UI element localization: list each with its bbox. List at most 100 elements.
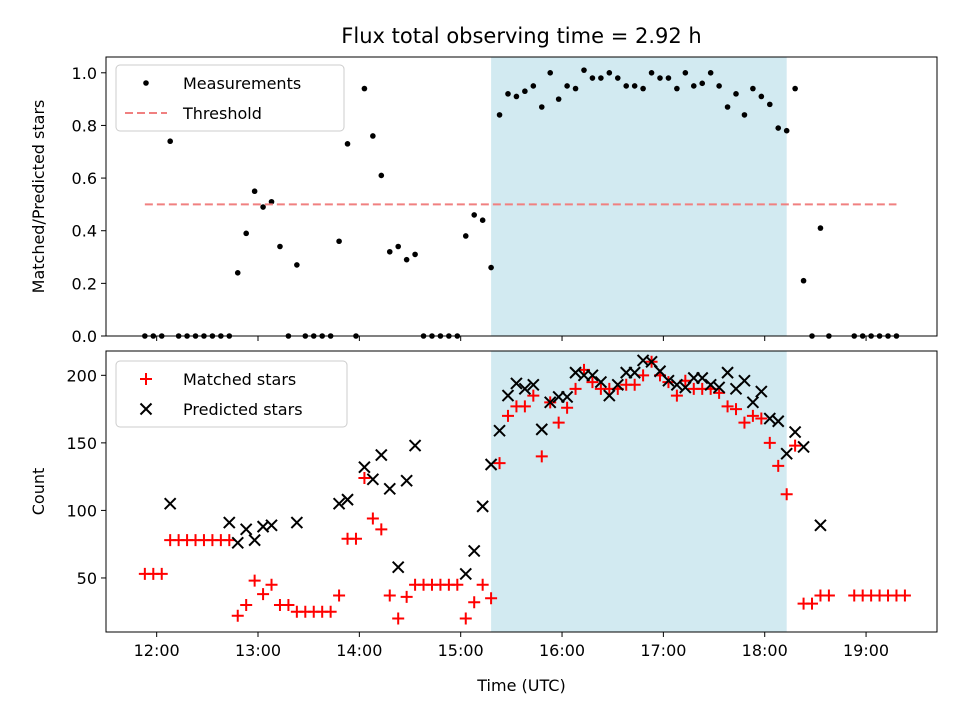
measurement-point <box>682 69 689 76</box>
matched-star-point <box>282 598 295 611</box>
measurement-point <box>758 93 765 100</box>
plot-frame <box>105 56 938 337</box>
matched-star-point <box>780 488 793 501</box>
plot-frame <box>105 350 938 633</box>
legend-label: Measurements <box>183 74 301 93</box>
predicted-star-point <box>163 497 177 510</box>
matched-star-point <box>721 400 734 413</box>
measurement-point <box>234 270 241 276</box>
predicted-star-point <box>358 460 371 474</box>
y-tick-label: 100 <box>66 501 97 520</box>
x-tick-label: 16:00 <box>539 641 585 660</box>
measurement-point <box>707 69 714 76</box>
matched-star-point <box>459 612 472 625</box>
measurement-point <box>589 75 596 81</box>
matched-star-point <box>527 389 540 402</box>
measurement-point <box>344 141 351 147</box>
measurement-point <box>479 217 486 223</box>
measurement-point <box>378 172 385 179</box>
matched-star-point <box>746 409 759 422</box>
measurement-point <box>741 112 748 118</box>
measurement-point <box>522 88 528 95</box>
measurement-point <box>361 85 368 92</box>
predicted-star-point <box>484 458 498 471</box>
measurement-point <box>395 243 402 250</box>
matched-star-point <box>375 523 388 536</box>
x-axis <box>156 336 867 341</box>
matched-star-point <box>476 578 489 591</box>
measurement-point <box>505 91 511 97</box>
legend-frame <box>115 64 345 132</box>
predicted-star-point <box>510 377 523 390</box>
matched-star-point <box>257 588 270 601</box>
predicted-star-point <box>400 474 413 487</box>
predicted-star-point <box>383 482 396 496</box>
matched-star-point <box>552 416 565 429</box>
predicted-star-point <box>586 369 599 382</box>
predicted-star-point <box>375 448 388 462</box>
legend-x-marker <box>139 402 153 416</box>
shaded-interval <box>491 351 787 632</box>
predicted-star-point <box>408 439 422 452</box>
y-axis-label: Matched/Predicted stars <box>29 100 48 294</box>
matched-star-point <box>155 567 168 580</box>
measurement-point <box>513 93 520 100</box>
legend-dot-marker <box>143 80 149 86</box>
predicted-star-point <box>611 378 624 391</box>
x-tick-label: 19:00 <box>843 641 889 660</box>
measurement-point <box>733 91 739 97</box>
matched-star-point <box>324 605 337 618</box>
predicted-star-point <box>265 519 278 532</box>
predicted-star-point <box>696 371 709 385</box>
matched-star-point <box>501 409 514 422</box>
measurement-point <box>631 83 638 89</box>
measurement-point <box>775 125 782 131</box>
measurement-point <box>496 112 503 118</box>
predicted-star-point <box>248 533 261 547</box>
predicted-star-point <box>467 544 481 558</box>
predicted-star-point <box>239 523 253 536</box>
predicted-star-point <box>763 412 776 425</box>
predicted-star-point <box>366 473 380 486</box>
matched-star-point <box>535 450 548 463</box>
x-tick-label: 17:00 <box>640 641 686 660</box>
matched-star-point <box>738 416 751 429</box>
predicted-star-point <box>501 389 515 402</box>
series-predicted-stars <box>163 354 827 581</box>
matched-star-point <box>898 589 911 602</box>
predicted-star-point <box>746 396 760 409</box>
measurement-point <box>766 101 773 108</box>
shaded-interval <box>491 57 787 336</box>
y-tick-label: 50 <box>77 569 97 588</box>
matched-star-point <box>468 596 481 609</box>
legend-label: Matched stars <box>183 370 296 389</box>
measurement-point <box>572 85 579 92</box>
predicted-star-point <box>223 516 236 529</box>
matched-star-point <box>628 378 641 391</box>
matched-star-point <box>223 534 236 547</box>
measurement-point <box>623 83 630 89</box>
measurement-point <box>547 69 554 76</box>
measurement-point <box>564 83 570 89</box>
measurement-point <box>277 243 283 250</box>
measurement-point <box>716 83 722 89</box>
measurement-point <box>648 69 655 76</box>
measurement-point <box>598 75 604 81</box>
measurement-point <box>792 85 798 92</box>
measurement-point <box>640 85 646 92</box>
y-tick-label: 0.4 <box>72 222 97 241</box>
chart-title: Flux total observing time = 2.92 h <box>341 24 701 48</box>
matched-star-point <box>493 457 506 470</box>
measurement-point <box>783 127 790 134</box>
y-axis: 0.0 0.2 0.4 0.6 0.8 1.0 <box>72 64 106 346</box>
predicted-star-point <box>560 390 574 404</box>
predicted-star-point <box>755 385 768 398</box>
matched-star-point <box>392 612 405 625</box>
matched-star-point <box>349 532 362 545</box>
y-tick-label: 1.0 <box>72 64 97 83</box>
matched-star-point <box>586 376 599 389</box>
y-tick-label: 0.2 <box>72 274 97 293</box>
matched-star-point <box>518 400 531 413</box>
measurement-point <box>657 75 663 81</box>
measurement-point <box>699 80 706 87</box>
